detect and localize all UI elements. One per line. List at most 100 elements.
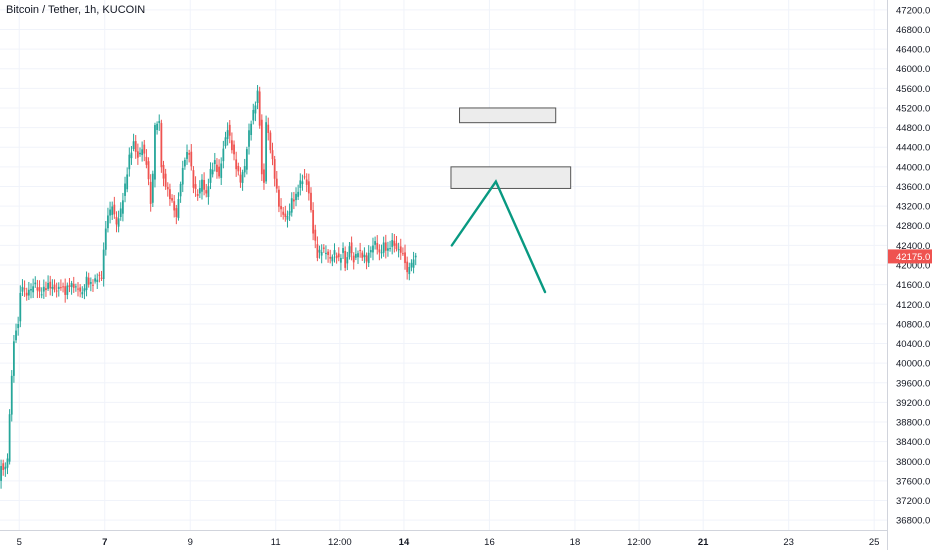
- candle-body: [169, 189, 171, 200]
- price-tick-label: 38000.0: [896, 457, 930, 468]
- price-tick-label: 44000.0: [896, 162, 930, 173]
- candle-body: [34, 282, 37, 285]
- price-tick-label: 37600.0: [896, 476, 930, 487]
- drawing-rectangle-1: [459, 107, 557, 124]
- candle-body: [201, 179, 203, 192]
- candle-body: [128, 154, 131, 170]
- candle-body: [100, 277, 103, 279]
- time-tick-label: 9: [188, 537, 193, 548]
- candle-body: [130, 152, 133, 159]
- candle-body: [250, 123, 253, 135]
- candle-body: [162, 164, 165, 179]
- candle-body: [384, 242, 387, 251]
- candle-body: [117, 218, 120, 227]
- price-tick-label: 37200.0: [896, 496, 930, 507]
- candle-body: [49, 281, 52, 289]
- candle-body: [10, 375, 13, 415]
- candle-body: [316, 244, 319, 258]
- candle-body: [107, 215, 109, 229]
- candle-body: [171, 198, 173, 201]
- time-tick-label: 5: [17, 537, 22, 548]
- candle-body: [408, 266, 411, 275]
- candle-body: [335, 255, 338, 259]
- candle-body: [62, 286, 64, 288]
- candle-body: [89, 282, 92, 284]
- price-tick-label: 46800.0: [896, 25, 930, 36]
- candle-body: [156, 123, 158, 130]
- candle-body: [145, 156, 148, 165]
- candle-body: [94, 278, 97, 282]
- candle-body: [104, 228, 107, 250]
- price-tick-label: 40400.0: [896, 339, 930, 350]
- candle-body: [243, 166, 246, 173]
- candle-body: [220, 163, 223, 178]
- candle-body: [186, 152, 188, 159]
- candle-body: [412, 259, 415, 268]
- candle-body: [295, 193, 297, 201]
- price-tick-label: 39200.0: [896, 398, 930, 409]
- candle-body: [387, 248, 389, 251]
- candle-body: [175, 208, 178, 217]
- candle-body: [376, 242, 379, 250]
- candle-body: [342, 248, 344, 253]
- time-tick-label: 16: [484, 537, 495, 548]
- candle-body: [359, 249, 362, 251]
- price-tick-label: 44800.0: [896, 123, 930, 134]
- candle-body: [154, 125, 156, 180]
- candle-body: [237, 165, 240, 172]
- candle-body: [292, 199, 295, 202]
- candle-body: [363, 254, 366, 258]
- candle-body: [160, 123, 163, 168]
- candle-body: [327, 251, 329, 255]
- price-tick-label: 41600.0: [896, 280, 930, 291]
- candle-body: [209, 168, 212, 183]
- candle-body: [307, 181, 310, 194]
- candle-body: [45, 288, 47, 291]
- candle-body: [203, 179, 206, 190]
- candle-body: [222, 148, 225, 162]
- price-tick-label: 40000.0: [896, 359, 930, 370]
- candle-body: [23, 288, 26, 290]
- price-tick-label: 43200.0: [896, 202, 930, 213]
- candle-body: [32, 286, 35, 293]
- candle-body: [55, 290, 58, 292]
- price-tick-label: 36800.0: [896, 516, 930, 527]
- candle-body: [196, 194, 199, 196]
- candle-body: [70, 283, 73, 287]
- candle-body: [42, 286, 45, 292]
- candle-body: [284, 213, 287, 217]
- projection-path: [450, 179, 547, 294]
- candle-body: [213, 160, 216, 165]
- time-tick-label: 12:00: [627, 537, 651, 548]
- candle-body: [124, 183, 126, 196]
- candle-body: [254, 105, 257, 114]
- candle-body: [401, 253, 404, 255]
- candle-body: [329, 257, 332, 259]
- candle-body: [17, 324, 20, 329]
- candle-body: [164, 173, 167, 187]
- candle-body: [179, 183, 182, 197]
- candle-body: [305, 179, 308, 185]
- candle-body: [141, 149, 144, 156]
- drawing-rectangle-2: [450, 166, 572, 189]
- candle-body: [158, 121, 161, 124]
- candle-body: [119, 208, 122, 218]
- candle-body: [340, 257, 342, 263]
- candle-body: [40, 294, 43, 296]
- candle-body: [374, 241, 377, 245]
- candle-body: [19, 292, 22, 322]
- candle-body: [121, 200, 124, 214]
- candle-body: [357, 253, 359, 258]
- candle-body: [248, 130, 250, 147]
- candle-body: [406, 261, 409, 273]
- candle-body: [60, 287, 62, 289]
- candle-body: [51, 286, 54, 289]
- candle-body: [337, 253, 340, 258]
- candle-body: [320, 252, 323, 256]
- last-price-badge: [888, 249, 932, 264]
- candle-body: [397, 249, 400, 251]
- candle-body: [15, 330, 17, 341]
- candle-body: [273, 159, 276, 179]
- candle-body: [77, 288, 79, 290]
